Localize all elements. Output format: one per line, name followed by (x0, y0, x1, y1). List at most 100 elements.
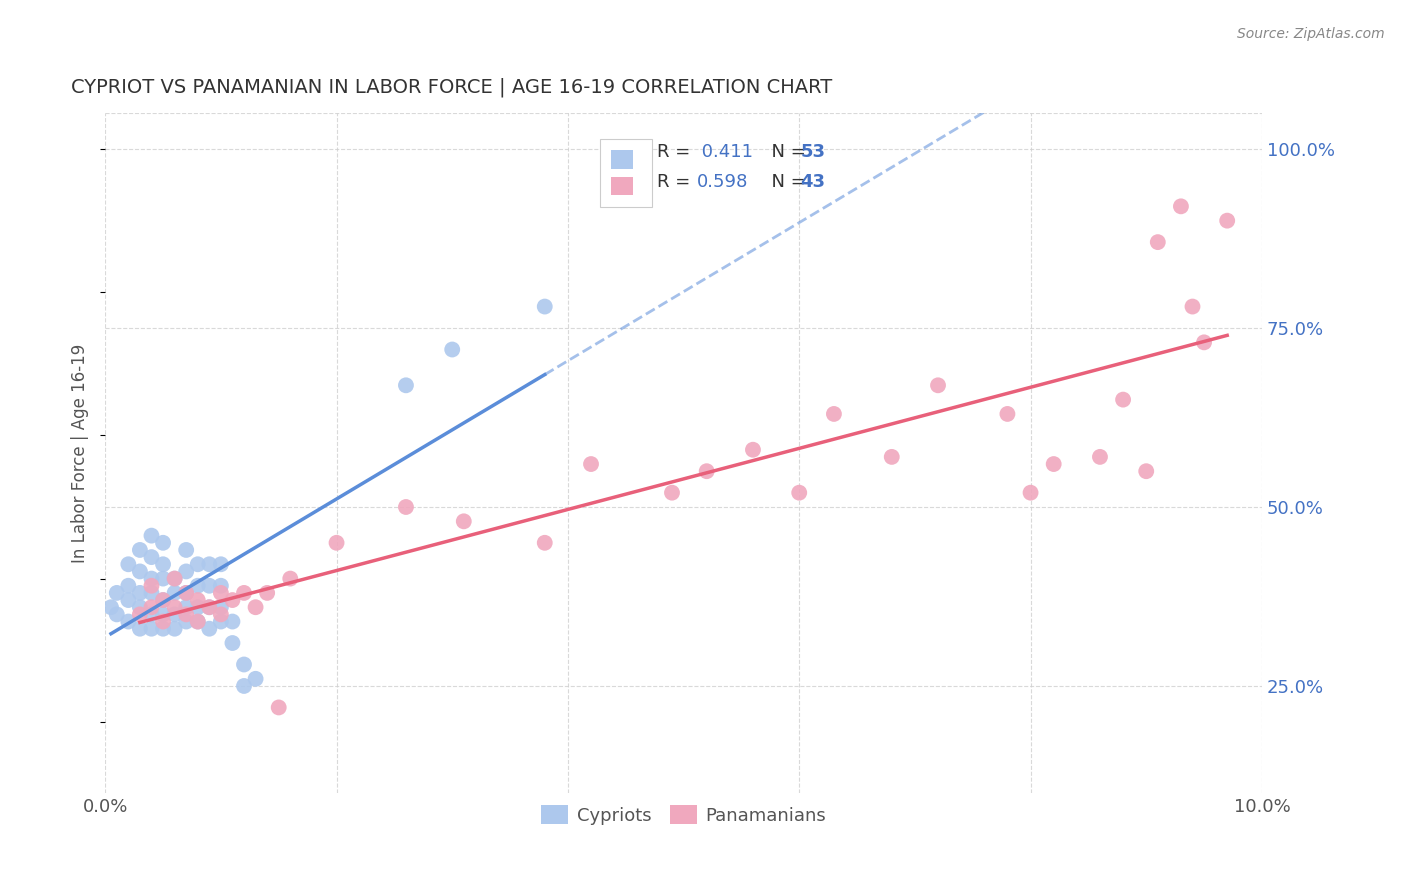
Point (209, 607, 232, 622)
Point (245, 672, 267, 686)
Point (209, 615, 232, 629)
Point (198, 622, 221, 636)
Point (579, 457, 602, 471)
Point (163, 572, 186, 586)
Point (152, 572, 174, 586)
Text: R =: R = (657, 173, 696, 191)
Point (661, 485, 683, 500)
Point (823, 407, 845, 421)
Point (141, 528, 163, 542)
Point (221, 615, 243, 629)
Point (174, 586, 197, 600)
Point (787, 485, 810, 500)
Point (163, 622, 186, 636)
Point (163, 600, 186, 615)
Point (533, 536, 555, 550)
Text: 0.598: 0.598 (696, 173, 748, 191)
Point (129, 565, 152, 579)
Text: CYPRIOT VS PANAMANIAN IN LABOR FORCE | AGE 16-19 CORRELATION CHART: CYPRIOT VS PANAMANIAN IN LABOR FORCE | A… (70, 78, 832, 97)
Point (927, 378, 949, 392)
Point (209, 579, 232, 593)
Point (141, 572, 163, 586)
Point (233, 679, 256, 693)
Point (141, 600, 163, 615)
Point (395, 378, 418, 392)
Point (1112, 392, 1135, 407)
Point (163, 586, 186, 600)
Point (1192, 335, 1215, 350)
Point (174, 565, 197, 579)
Text: R =: R = (657, 143, 696, 161)
Point (245, 600, 267, 615)
Point (1146, 235, 1168, 249)
Legend: Cypriots, Panamanians: Cypriots, Panamanians (533, 798, 834, 832)
Text: N =: N = (759, 143, 811, 161)
Point (1135, 464, 1157, 478)
Text: 0.411: 0.411 (696, 143, 754, 161)
Point (198, 600, 221, 615)
Point (117, 558, 139, 572)
Point (198, 600, 221, 615)
Point (141, 622, 163, 636)
Point (105, 607, 128, 622)
Point (267, 700, 290, 714)
Point (141, 607, 163, 622)
Point (141, 550, 163, 565)
Point (152, 593, 174, 607)
Point (278, 572, 301, 586)
Point (233, 586, 256, 600)
Point (187, 593, 209, 607)
Point (152, 615, 174, 629)
Point (129, 607, 152, 622)
Point (533, 300, 555, 314)
Point (129, 586, 152, 600)
Point (742, 442, 765, 457)
Point (1216, 213, 1239, 227)
Point (997, 407, 1019, 421)
Point (187, 600, 209, 615)
Point (198, 558, 221, 572)
Point (187, 579, 209, 593)
Point (880, 450, 903, 464)
Point (209, 586, 232, 600)
Point (174, 543, 197, 558)
Point (1170, 199, 1192, 213)
Point (152, 622, 174, 636)
Point (325, 536, 347, 550)
Point (100, 600, 122, 615)
Text: Source: ZipAtlas.com: Source: ZipAtlas.com (1237, 27, 1385, 41)
Point (152, 558, 174, 572)
Point (187, 615, 209, 629)
Text: N =: N = (759, 173, 811, 191)
Point (198, 579, 221, 593)
Point (105, 586, 128, 600)
Point (117, 615, 139, 629)
Text: 43: 43 (800, 173, 825, 191)
Point (174, 607, 197, 622)
Point (117, 579, 139, 593)
Point (221, 636, 243, 650)
Point (256, 586, 278, 600)
Point (209, 558, 232, 572)
Point (233, 657, 256, 672)
Point (1019, 485, 1042, 500)
Point (129, 622, 152, 636)
Point (163, 572, 186, 586)
Point (152, 593, 174, 607)
Point (152, 607, 174, 622)
Point (174, 586, 197, 600)
Point (141, 579, 163, 593)
Text: 53: 53 (800, 143, 825, 161)
Point (152, 536, 174, 550)
Point (1088, 450, 1111, 464)
Point (117, 593, 139, 607)
Point (1042, 457, 1064, 471)
Y-axis label: In Labor Force | Age 16-19: In Labor Force | Age 16-19 (72, 343, 89, 563)
Point (441, 343, 464, 357)
Point (696, 464, 718, 478)
Point (221, 593, 243, 607)
Point (174, 615, 197, 629)
Point (129, 543, 152, 558)
Point (453, 514, 475, 528)
Point (163, 607, 186, 622)
